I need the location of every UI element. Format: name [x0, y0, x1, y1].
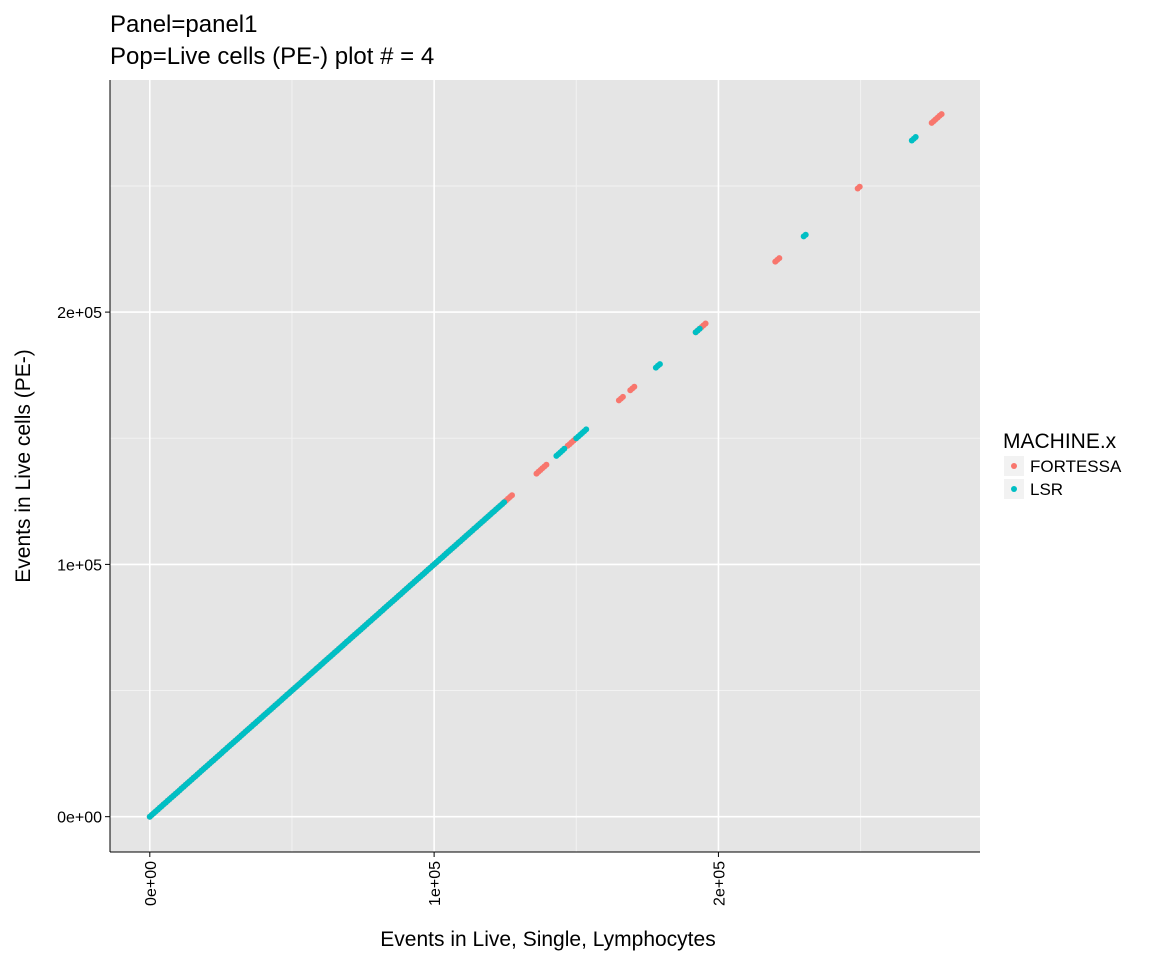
data-point-lsr [802, 231, 809, 238]
x-tick-label: 0e+00 [143, 861, 160, 906]
data-point-fortessa [938, 111, 945, 118]
data-point-fortessa [856, 183, 863, 190]
y-axis-title: Events in Live cells (PE-) [12, 349, 35, 582]
y-tick-label: 2e+05 [57, 305, 102, 322]
data-point-fortessa [702, 320, 709, 327]
x-axis-title: Events in Live, Single, Lymphocytes [380, 928, 715, 951]
data-point-fortessa [509, 492, 515, 499]
chart-subtitle: Pop=Live cells (PE-) plot # = 4 [110, 43, 434, 70]
legend-dot-lsr [1011, 486, 1017, 492]
data-point-fortessa [543, 461, 550, 468]
y-axis-ticks: 0e+00 1e+05 2e+05 [57, 305, 110, 827]
x-tick-label: 1e+05 [427, 861, 444, 906]
legend-label-lsr: LSR [1030, 480, 1063, 499]
lsr-points [146, 134, 919, 820]
data-point-lsr [583, 426, 590, 433]
y-tick-label: 1e+05 [57, 557, 102, 574]
data-point-lsr [696, 325, 703, 332]
legend: MACHINE.x FORTESSA LSR [1003, 430, 1122, 499]
data-point-lsr [561, 445, 568, 452]
legend-dot-fortessa [1011, 463, 1017, 469]
data-point-lsr [912, 134, 919, 140]
y-tick-label: 0e+00 [57, 810, 102, 827]
legend-title: MACHINE.x [1003, 430, 1117, 453]
minor-gridlines [110, 80, 980, 852]
x-tick-label: 2e+05 [711, 861, 728, 906]
x-axis-ticks: 0e+00 1e+05 2e+05 [143, 852, 728, 906]
data-point-fortessa [631, 383, 638, 390]
data-point-lsr [501, 499, 508, 506]
major-gridlines [110, 80, 980, 852]
data-point-fortessa [619, 393, 626, 400]
chart-title: Panel=panel1 [110, 11, 257, 38]
legend-label-fortessa: FORTESSA [1030, 457, 1122, 476]
data-point-fortessa [776, 255, 783, 262]
data-point-lsr [656, 361, 663, 368]
